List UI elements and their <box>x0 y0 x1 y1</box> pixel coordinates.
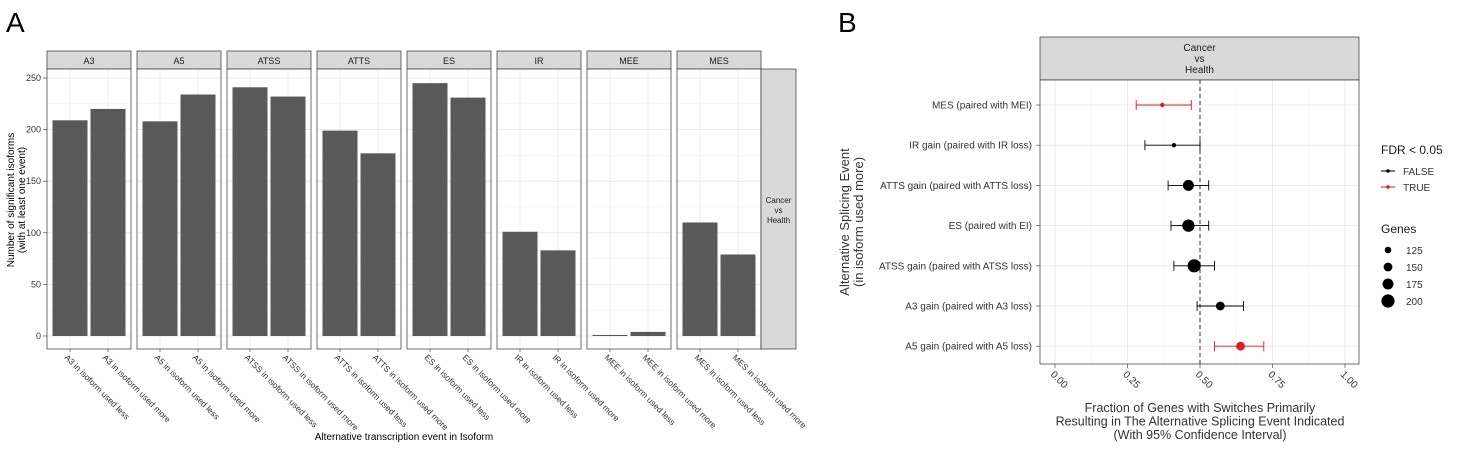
y-tick-label: 100 <box>26 228 41 238</box>
x-tick-label: MES in isoform used more <box>731 352 809 430</box>
legend-key-point <box>1386 185 1390 189</box>
legend-label-fdr: FALSE <box>1403 167 1434 178</box>
plot-border <box>1039 79 1360 365</box>
bar <box>90 108 126 337</box>
bar <box>592 334 628 336</box>
facet-border <box>406 68 492 350</box>
facet-strip-top-label: vs <box>1195 54 1205 65</box>
facet-strip-right-label: Health <box>767 216 790 225</box>
bar <box>682 222 718 336</box>
facet-strip-label: A3 <box>83 56 94 66</box>
y-axis-title: Alternative Splicing Event(in isoform us… <box>837 148 866 296</box>
x-axis-title-line: (With 95% Confidence Interval) <box>1114 428 1287 442</box>
legend-size-point <box>1382 278 1394 290</box>
y-tick-label: ATTS gain (paired with ATTS loss) <box>880 181 1032 192</box>
x-axis-title: Alternative transcription event in Isofo… <box>315 432 493 443</box>
x-tick-label: A3 in isoform used less <box>63 352 132 421</box>
facet-border <box>226 68 312 350</box>
y-tick-label: A5 gain (paired with A5 loss) <box>905 342 1032 353</box>
y-tick-label: MES (paired with MEI) <box>932 101 1032 112</box>
bar <box>360 153 396 336</box>
panel-label-b: B <box>838 7 857 38</box>
bar <box>232 87 268 337</box>
facet-strip-label: ES <box>443 56 455 66</box>
data-point <box>1171 143 1177 148</box>
facet-border <box>46 68 132 350</box>
legend-size-point <box>1381 294 1395 308</box>
y-axis-title-line: (with at least one event) <box>17 147 28 253</box>
bar <box>142 121 178 337</box>
x-tick-label: 1.00 <box>1338 369 1360 391</box>
facet-strip-label: ATSS <box>258 56 281 66</box>
x-axis-title-line: Resulting in The Alternative Splicing Ev… <box>1056 415 1345 429</box>
facet-strip-right-label: Cancer <box>766 196 792 205</box>
x-tick-label: 0.50 <box>1193 369 1215 391</box>
y-tick-label: ES (paired with EI) <box>949 221 1032 232</box>
bar <box>450 97 486 336</box>
bar <box>412 83 448 336</box>
y-axis-title-line: (in isoform used more) <box>851 157 866 287</box>
facet-border <box>316 68 402 350</box>
y-tick-label: 200 <box>26 125 41 135</box>
facet-strip-top-label: Cancer <box>1183 43 1216 54</box>
legend-size-point <box>1384 246 1392 254</box>
panel-label-a: A <box>6 7 25 38</box>
x-tick-label: 0.25 <box>1120 369 1142 391</box>
facet-panel <box>587 69 671 349</box>
legend-label-genes: 200 <box>1406 297 1423 308</box>
bar <box>52 120 88 336</box>
bar <box>630 331 666 336</box>
legend-title-fdr: FDR < 0.05 <box>1381 143 1443 157</box>
facet-strip-right-label: vs <box>775 206 783 215</box>
bar <box>720 254 756 336</box>
bar <box>502 231 538 336</box>
facet-border <box>496 68 582 350</box>
legend-label-genes: 125 <box>1406 246 1423 257</box>
facet-strip-label: A5 <box>173 56 184 66</box>
data-point <box>1236 341 1245 351</box>
data-point <box>1187 259 1201 273</box>
y-tick-label: 0 <box>36 331 41 341</box>
facet-border <box>136 68 222 350</box>
legend-label-fdr: TRUE <box>1403 183 1431 194</box>
y-axis-title-line: Alternative Splicing Event <box>837 148 852 296</box>
facet-strip-top <box>1039 36 1360 81</box>
facet-strip-label: MES <box>709 56 729 66</box>
facet-strip-label: MEE <box>619 56 639 66</box>
y-tick-label: ATSS gain (paired with ATSS loss) <box>879 261 1032 272</box>
facet-strip-right <box>760 68 797 350</box>
legend-title-genes: Genes <box>1381 222 1416 236</box>
y-tick-label: 50 <box>31 279 41 289</box>
x-tick-label: 0.75 <box>1265 369 1287 391</box>
facet-strip-top-label: Health <box>1185 65 1214 76</box>
data-point <box>1182 219 1195 232</box>
facet-strip-label: ATTS <box>348 56 370 66</box>
y-tick-label: IR gain (paired with IR loss) <box>909 141 1032 152</box>
bar <box>322 130 358 336</box>
y-tick-label: A3 gain (paired with A3 loss) <box>905 302 1032 313</box>
y-tick-label: 250 <box>26 73 41 83</box>
data-point <box>1160 102 1165 108</box>
y-tick-label: 150 <box>26 176 41 186</box>
facet-border <box>586 68 672 350</box>
y-axis-title: Number of significant isoforms(with at l… <box>6 133 28 268</box>
bar <box>270 96 306 337</box>
y-axis-title-line: Number of significant isoforms <box>6 133 17 268</box>
legend-label-genes: 175 <box>1406 280 1423 291</box>
legend-key-point <box>1386 169 1390 173</box>
x-tick-label: 0.00 <box>1048 369 1070 391</box>
data-point <box>1182 179 1194 191</box>
bar <box>540 250 576 336</box>
legend-size-point <box>1383 262 1393 272</box>
bar <box>180 94 216 337</box>
x-axis-title-line: Fraction of Genes with Switches Primaril… <box>1085 401 1316 415</box>
legend-label-genes: 150 <box>1406 263 1423 274</box>
data-point <box>1215 301 1225 311</box>
facet-strip-label: IR <box>535 56 545 66</box>
